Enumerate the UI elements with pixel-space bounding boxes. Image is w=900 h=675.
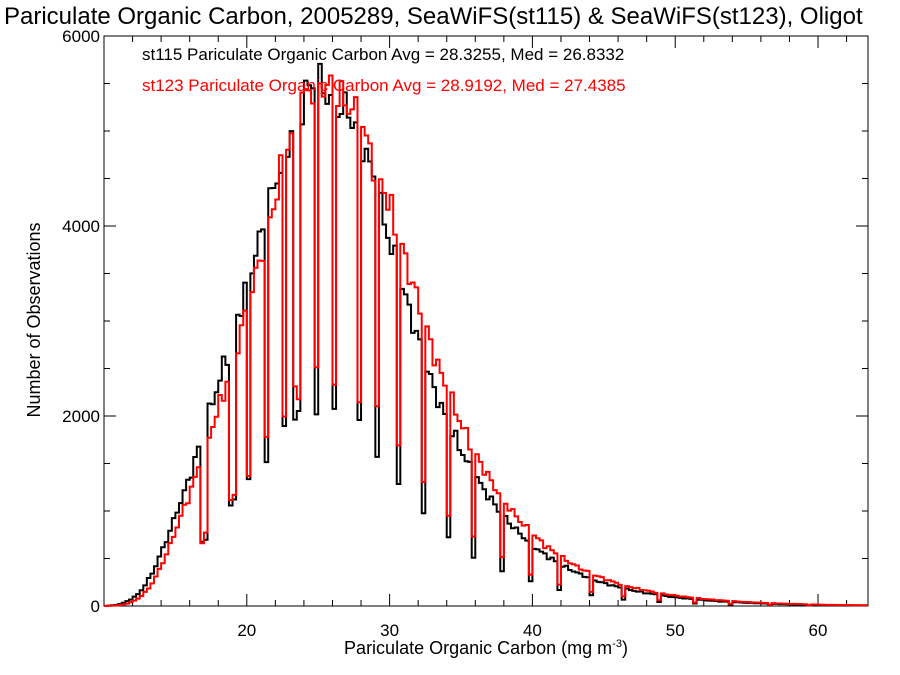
plot-area: 20 30 40 50 60 0 2000 4000 6000 <box>62 27 869 640</box>
chart-title: Pariculate Organic Carbon, 2005289, SeaW… <box>4 3 863 30</box>
x-tick-label: 40 <box>523 621 542 640</box>
x-tick-label: 30 <box>380 621 399 640</box>
x-tick-label: 60 <box>809 621 828 640</box>
y-axis-label: Number of Observations <box>24 222 44 417</box>
legend-entry-st123: st123 Pariculate Organic Carbon Avg = 28… <box>142 76 626 95</box>
x-axis-label-close: ) <box>622 638 628 658</box>
y-tick-label: 0 <box>91 597 100 616</box>
y-tick-label: 6000 <box>62 27 100 46</box>
series-layer <box>104 62 868 607</box>
series-line-st123 <box>104 74 868 607</box>
legend-entry-st115: st115 Pariculate Organic Carbon Avg = 28… <box>142 45 624 64</box>
axis-ticks: 20 30 40 50 60 0 2000 4000 6000 <box>62 27 868 640</box>
legend: st115 Pariculate Organic Carbon Avg = 28… <box>142 45 626 95</box>
x-axis-label: Pariculate Organic Carbon (mg m-3) <box>344 638 628 658</box>
x-tick-label: 20 <box>237 621 256 640</box>
x-axis-label-main: Pariculate Organic Carbon (mg m <box>344 638 612 658</box>
y-tick-label: 4000 <box>62 217 100 236</box>
y-tick-label: 2000 <box>62 407 100 426</box>
x-tick-label: 50 <box>666 621 685 640</box>
x-axis-label-superscript: -3 <box>612 638 622 650</box>
